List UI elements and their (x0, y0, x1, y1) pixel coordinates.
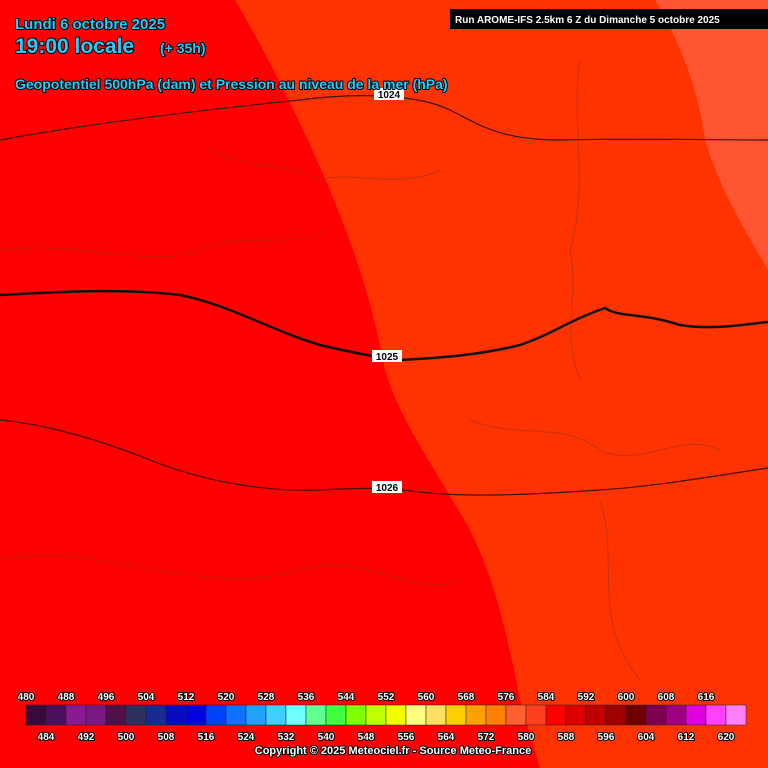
colorbar-label: 616 (698, 692, 715, 703)
colorbar-label: 580 (518, 732, 535, 743)
colorbar-label: 576 (498, 692, 515, 703)
colorbar-label: 532 (278, 732, 295, 743)
date: Lundi 6 octobre 2025 (15, 16, 165, 33)
colorbar-label: 552 (378, 692, 395, 703)
colorbar-label: 612 (678, 732, 695, 743)
border (0, 229, 331, 258)
colorbar-swatch (345, 704, 367, 726)
colorbar-label: 500 (118, 732, 135, 743)
borders (0, 59, 721, 681)
isobar-label: 1024 (378, 90, 401, 101)
colorbar-label: 540 (318, 732, 335, 743)
isobar (0, 289, 768, 362)
colorbar-label: 584 (538, 692, 555, 703)
run-info: Run AROME-IFS 2.5km 6 Z du Dimanche 5 oc… (455, 15, 720, 26)
colorbar-swatch (205, 704, 227, 726)
colorbar-label: 496 (98, 692, 115, 703)
colorbar-swatch (525, 704, 547, 726)
time: 19:00 locale (15, 35, 134, 58)
colorbar-swatch (125, 704, 147, 726)
colorbar-swatch (365, 704, 387, 726)
colorbar-swatch (705, 704, 727, 726)
colorbar-label: 484 (38, 732, 55, 743)
border (569, 59, 581, 381)
colorbar-label: 600 (618, 692, 635, 703)
border (209, 149, 441, 181)
colorbar-swatch (605, 704, 627, 726)
colorbar-label: 620 (718, 732, 735, 743)
colorbar-label: 488 (58, 692, 75, 703)
colorbar-label: 556 (398, 732, 415, 743)
colorbar-label: 544 (338, 692, 355, 703)
colorbar-swatch (545, 704, 567, 726)
colorbar-swatch (305, 704, 327, 726)
colorbar: 480 484 488 492 496 500 504 508 512 516 520 524 528 5… (17, 691, 747, 744)
high-geopotential-area (655, 0, 768, 270)
isobar (0, 95, 768, 141)
colorbar-swatch (385, 704, 407, 726)
colorbar-label: 480 (18, 692, 35, 703)
colorbar-swatch (245, 704, 267, 726)
isobar-label-bg (372, 481, 402, 493)
colorbar-swatch (445, 704, 467, 726)
isobar-label-bg (372, 350, 402, 362)
colorbar-label: 564 (438, 732, 455, 743)
colorbar-swatch (585, 704, 607, 726)
colorbar-label: 588 (558, 732, 575, 743)
colorbar-swatch (145, 704, 167, 726)
colorbar-swatch (285, 704, 307, 726)
colorbar-label: 560 (418, 692, 435, 703)
colorbar-swatch (465, 704, 487, 726)
colorbar-swatch (265, 704, 287, 726)
colorbar-swatch (485, 704, 507, 726)
colorbar-label: 512 (178, 692, 195, 703)
low-geopotential-area (0, 0, 540, 768)
lead-time: (+ 35h) (160, 40, 206, 56)
colorbar-swatch (505, 704, 527, 726)
colorbar-swatch (165, 704, 187, 726)
colorbar-swatch (685, 704, 707, 726)
border (469, 419, 721, 457)
colorbar-label: 608 (658, 692, 675, 703)
colorbar-swatch (65, 704, 87, 726)
colorbar-label: 592 (578, 692, 595, 703)
colorbar-label: 508 (158, 732, 175, 743)
colorbar-label: 568 (458, 692, 475, 703)
copyright: Copyright © 2025 Meteociel.fr - Source M… (255, 745, 531, 757)
colorbar-swatch (405, 704, 427, 726)
colorbar-swatch (565, 704, 587, 726)
colorbar-swatch (665, 704, 687, 726)
colorbar-label: 524 (238, 732, 255, 743)
colorbar-swatch (185, 704, 207, 726)
isobar-label-bg (374, 88, 404, 100)
isobar-label: 1025 (376, 352, 399, 363)
colorbar-label: 604 (638, 732, 655, 743)
colorbar-swatch (45, 704, 67, 726)
colorbar-label: 504 (138, 692, 155, 703)
colorbar-swatch (645, 704, 667, 726)
border (0, 555, 461, 586)
subtitle: Geopotentiel 500hPa (dam) et Pression au… (15, 76, 448, 92)
colorbar-label: 528 (258, 692, 275, 703)
colorbar-swatch (225, 704, 247, 726)
colorbar-swatch (725, 704, 747, 726)
colorbar-swatch (105, 704, 127, 726)
colorbar-swatch (85, 704, 107, 726)
colorbar-swatch (325, 704, 347, 726)
run-box (450, 9, 768, 29)
colorbar-swatch (25, 704, 47, 726)
colorbar-label: 516 (198, 732, 215, 743)
colorbar-label: 572 (478, 732, 495, 743)
colorbar-swatch (625, 704, 647, 726)
isobar-label: 1026 (376, 483, 399, 494)
colorbar-swatch (425, 704, 447, 726)
colorbar-label: 536 (298, 692, 315, 703)
colorbar-label: 596 (598, 732, 615, 743)
colorbar-label: 548 (358, 732, 375, 743)
colorbar-label: 520 (218, 692, 235, 703)
colorbar-label: 492 (78, 732, 95, 743)
border (599, 499, 641, 681)
